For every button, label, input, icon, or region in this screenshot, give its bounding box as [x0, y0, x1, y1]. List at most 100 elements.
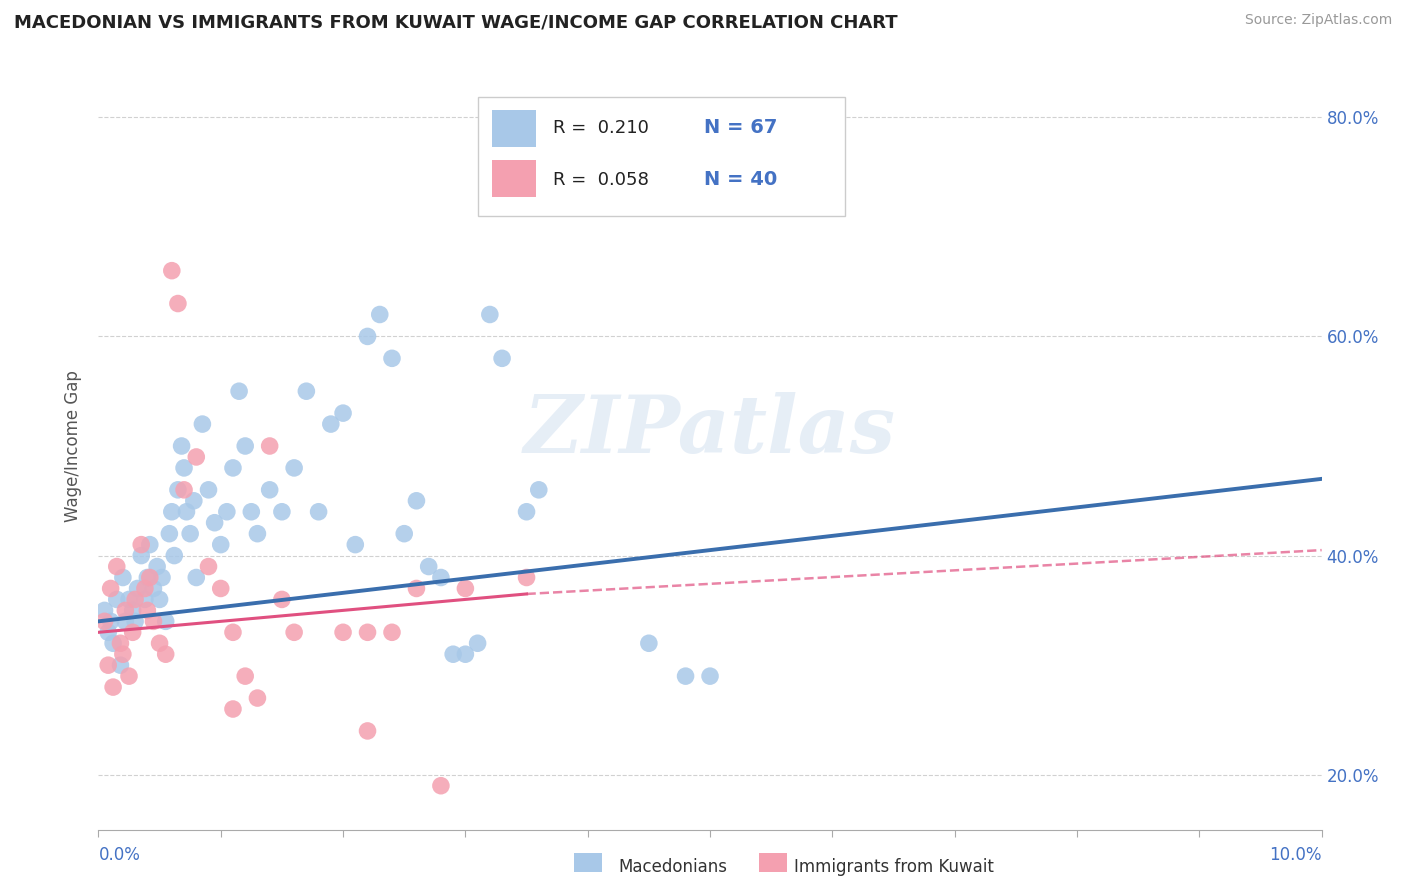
Point — [183, 493, 205, 508]
Point — [478, 308, 501, 322]
Point — [186, 570, 208, 584]
Point — [553, 165, 575, 179]
Point — [233, 669, 256, 683]
Point — [222, 702, 245, 716]
Bar — [574, 853, 602, 872]
Point — [160, 505, 183, 519]
Point — [149, 636, 172, 650]
Point — [222, 625, 245, 640]
Point — [332, 625, 354, 640]
Point — [110, 636, 132, 650]
Point — [699, 669, 721, 683]
Text: R =  0.058: R = 0.058 — [554, 170, 650, 189]
Text: R =  0.210: R = 0.210 — [554, 119, 650, 136]
Point — [441, 647, 464, 661]
Point — [142, 582, 165, 596]
Point — [155, 615, 177, 629]
Point — [308, 833, 330, 847]
Point — [155, 647, 177, 661]
Point — [368, 308, 391, 322]
Point — [381, 351, 404, 366]
Point — [150, 570, 173, 584]
Point — [97, 658, 120, 673]
Point — [344, 538, 367, 552]
Point — [111, 647, 134, 661]
Point — [142, 615, 165, 629]
Point — [173, 461, 195, 475]
Point — [197, 559, 219, 574]
Point — [222, 461, 245, 475]
Text: N = 40: N = 40 — [704, 170, 778, 189]
FancyBboxPatch shape — [478, 97, 845, 216]
Point — [163, 549, 186, 563]
Point — [186, 450, 208, 464]
Point — [118, 592, 141, 607]
Point — [405, 493, 427, 508]
Point — [100, 582, 122, 596]
Point — [134, 592, 156, 607]
Point — [418, 559, 440, 574]
Point — [129, 549, 152, 563]
Point — [149, 592, 172, 607]
Text: ZIPatlas: ZIPatlas — [524, 392, 896, 469]
Point — [101, 680, 124, 694]
Point — [270, 592, 294, 607]
Point — [204, 516, 226, 530]
Point — [356, 723, 378, 738]
Text: 0.0%: 0.0% — [98, 846, 141, 864]
Y-axis label: Wage/Income Gap: Wage/Income Gap — [65, 370, 83, 522]
Point — [136, 570, 159, 584]
Point — [246, 691, 269, 706]
Point — [97, 625, 120, 640]
Text: Source: ZipAtlas.com: Source: ZipAtlas.com — [1244, 13, 1392, 28]
Text: Immigrants from Kuwait: Immigrants from Kuwait — [794, 858, 994, 876]
Point — [233, 439, 256, 453]
Point — [129, 538, 152, 552]
Point — [101, 636, 124, 650]
Point — [134, 582, 156, 596]
Point — [146, 559, 169, 574]
Point — [332, 406, 354, 420]
Point — [430, 570, 453, 584]
Point — [430, 779, 453, 793]
Point — [381, 625, 404, 640]
Point — [105, 559, 128, 574]
Point — [246, 526, 269, 541]
Point — [191, 417, 214, 431]
Point — [167, 483, 190, 497]
Point — [124, 592, 146, 607]
Point — [454, 647, 477, 661]
Point — [295, 384, 318, 399]
Point — [111, 570, 134, 584]
Point — [124, 615, 146, 629]
Point — [121, 625, 143, 640]
Point — [167, 296, 190, 310]
Point — [93, 615, 115, 629]
Point — [283, 625, 305, 640]
Point — [675, 669, 697, 683]
Point — [516, 570, 538, 584]
Point — [308, 505, 330, 519]
Point — [173, 483, 195, 497]
Point — [176, 505, 198, 519]
Point — [215, 505, 238, 519]
Point — [118, 669, 141, 683]
Point — [100, 615, 122, 629]
Text: Macedonians: Macedonians — [619, 858, 728, 876]
Point — [209, 538, 232, 552]
Point — [179, 526, 201, 541]
Point — [356, 329, 378, 343]
Point — [392, 526, 416, 541]
Point — [240, 505, 263, 519]
Point — [270, 505, 294, 519]
Point — [197, 483, 219, 497]
Point — [491, 351, 513, 366]
Point — [139, 538, 162, 552]
Point — [283, 461, 305, 475]
Point — [319, 417, 342, 431]
Text: N = 67: N = 67 — [704, 118, 778, 137]
Point — [170, 439, 193, 453]
Bar — [759, 853, 787, 872]
Bar — [492, 160, 536, 197]
Bar — [492, 110, 536, 147]
